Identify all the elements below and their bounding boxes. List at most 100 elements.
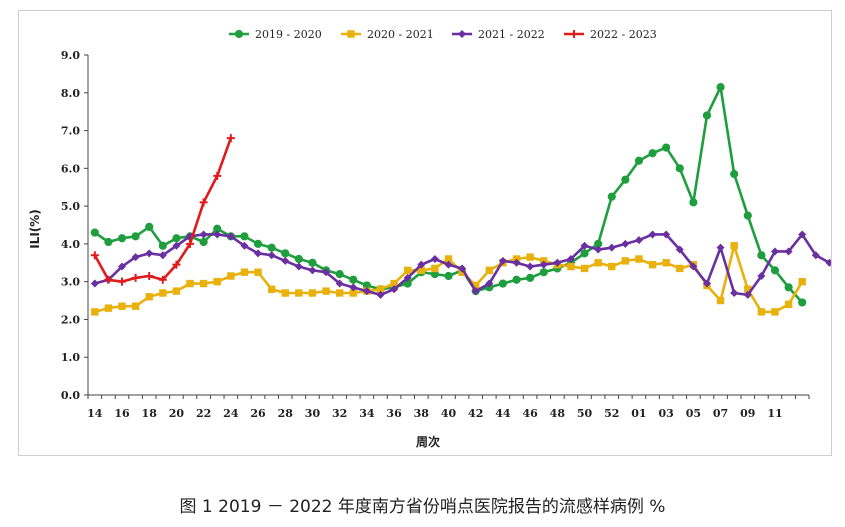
- data-point: [199, 279, 208, 288]
- data-point: [648, 260, 657, 269]
- x-tick-label: 26: [250, 407, 266, 420]
- plot-area: [90, 83, 831, 316]
- chart-axes: 0.0 1.0 2.0 3.0 4.0 5.0 6.0 7.0 8.0 9.0 14 16 18 20 22…: [61, 49, 810, 420]
- data-point: [607, 192, 616, 201]
- data-point: [430, 255, 439, 263]
- data-point: [213, 230, 222, 239]
- series-4: [90, 134, 235, 286]
- x-tick-label: 34: [359, 407, 375, 420]
- legend-item: 2020 - 2021: [341, 28, 434, 41]
- x-tick-label: 01: [631, 407, 646, 420]
- data-point: [471, 287, 480, 296]
- x-tick-label: 16: [114, 407, 130, 420]
- data-point: [253, 239, 263, 248]
- data-point: [199, 237, 208, 247]
- data-point: [757, 272, 766, 280]
- y-tick-label: 7.0: [61, 125, 80, 138]
- data-point: [322, 287, 330, 295]
- data-point: [294, 262, 303, 271]
- data-point: [634, 236, 643, 245]
- x-tick-label: 05: [686, 407, 701, 420]
- data-point: [91, 308, 99, 316]
- x-tick-label: 07: [713, 407, 728, 420]
- data-point: [784, 300, 793, 309]
- data-point: [675, 245, 684, 254]
- x-tick-label: 42: [468, 407, 483, 420]
- data-point: [281, 289, 289, 297]
- legend-item: 2019 - 2020: [229, 28, 322, 41]
- chart-frame: 2019 - 2020 2020 - 2021 2021 - 2022 2022 - …: [18, 10, 832, 456]
- x-tick-label: 32: [332, 407, 347, 420]
- data-point: [267, 243, 276, 252]
- data-point: [145, 272, 154, 280]
- x-tick-label: 24: [223, 407, 239, 420]
- data-point: [689, 262, 698, 271]
- x-axis-title: 周次: [416, 434, 440, 449]
- data-point: [159, 289, 167, 297]
- data-point: [485, 279, 494, 288]
- data-point: [594, 259, 602, 267]
- data-point: [172, 287, 181, 295]
- data-point: [199, 230, 208, 239]
- legend-label: 2020 - 2021: [367, 28, 434, 41]
- y-tick-label: 6.0: [61, 162, 80, 175]
- data-point: [403, 266, 412, 275]
- x-tick-label: 11: [767, 407, 782, 420]
- data-point: [158, 251, 167, 260]
- data-point: [172, 260, 181, 269]
- data-point: [117, 234, 127, 243]
- data-point: [226, 232, 235, 241]
- data-point: [118, 302, 126, 310]
- figure-caption: 图 1 2019 － 2022 年度南方省份哨点医院报告的流感样病例 %: [179, 497, 666, 517]
- y-tick-label: 9.0: [61, 49, 80, 62]
- data-point: [376, 290, 385, 299]
- data-point: [158, 241, 167, 250]
- data-point: [226, 134, 235, 143]
- data-point: [689, 198, 698, 207]
- data-point: [186, 279, 194, 288]
- data-point: [90, 251, 99, 260]
- line-chart: 2019 - 2020 2020 - 2021 2021 - 2022 2022 - …: [28, 28, 831, 449]
- data-point: [362, 287, 371, 296]
- data-point: [621, 175, 630, 184]
- data-point: [403, 273, 412, 282]
- data-point: [90, 228, 99, 237]
- data-point: [526, 262, 535, 271]
- data-point: [770, 266, 780, 275]
- data-point: [648, 230, 657, 239]
- data-point: [676, 264, 684, 273]
- series-line: [93, 137, 233, 283]
- data-point: [526, 253, 534, 261]
- data-point: [580, 241, 589, 250]
- data-point: [281, 256, 290, 265]
- data-point: [172, 234, 181, 243]
- x-tick-label: 20: [169, 407, 185, 420]
- data-point: [458, 264, 467, 273]
- data-point: [567, 262, 575, 271]
- data-point: [131, 232, 140, 241]
- data-point: [730, 242, 738, 250]
- data-point: [716, 296, 725, 305]
- y-tick-label: 5.0: [61, 200, 80, 213]
- data-point: [539, 268, 548, 277]
- data-point: [570, 30, 578, 38]
- data-point: [104, 275, 113, 284]
- legend-label: 2021 - 2022: [478, 28, 545, 41]
- data-point: [118, 262, 127, 271]
- data-point: [335, 289, 344, 297]
- data-point: [634, 156, 644, 165]
- data-point: [213, 171, 222, 180]
- data-point: [145, 293, 153, 301]
- data-point: [213, 277, 221, 286]
- data-point: [431, 264, 439, 273]
- data-point: [131, 302, 140, 310]
- data-point: [621, 239, 630, 248]
- data-point: [172, 241, 181, 250]
- data-point: [104, 237, 113, 247]
- data-point: [131, 253, 140, 262]
- data-point: [743, 211, 752, 220]
- data-point: [566, 255, 575, 263]
- data-point: [621, 257, 630, 265]
- data-point: [308, 289, 317, 297]
- data-point: [145, 249, 154, 258]
